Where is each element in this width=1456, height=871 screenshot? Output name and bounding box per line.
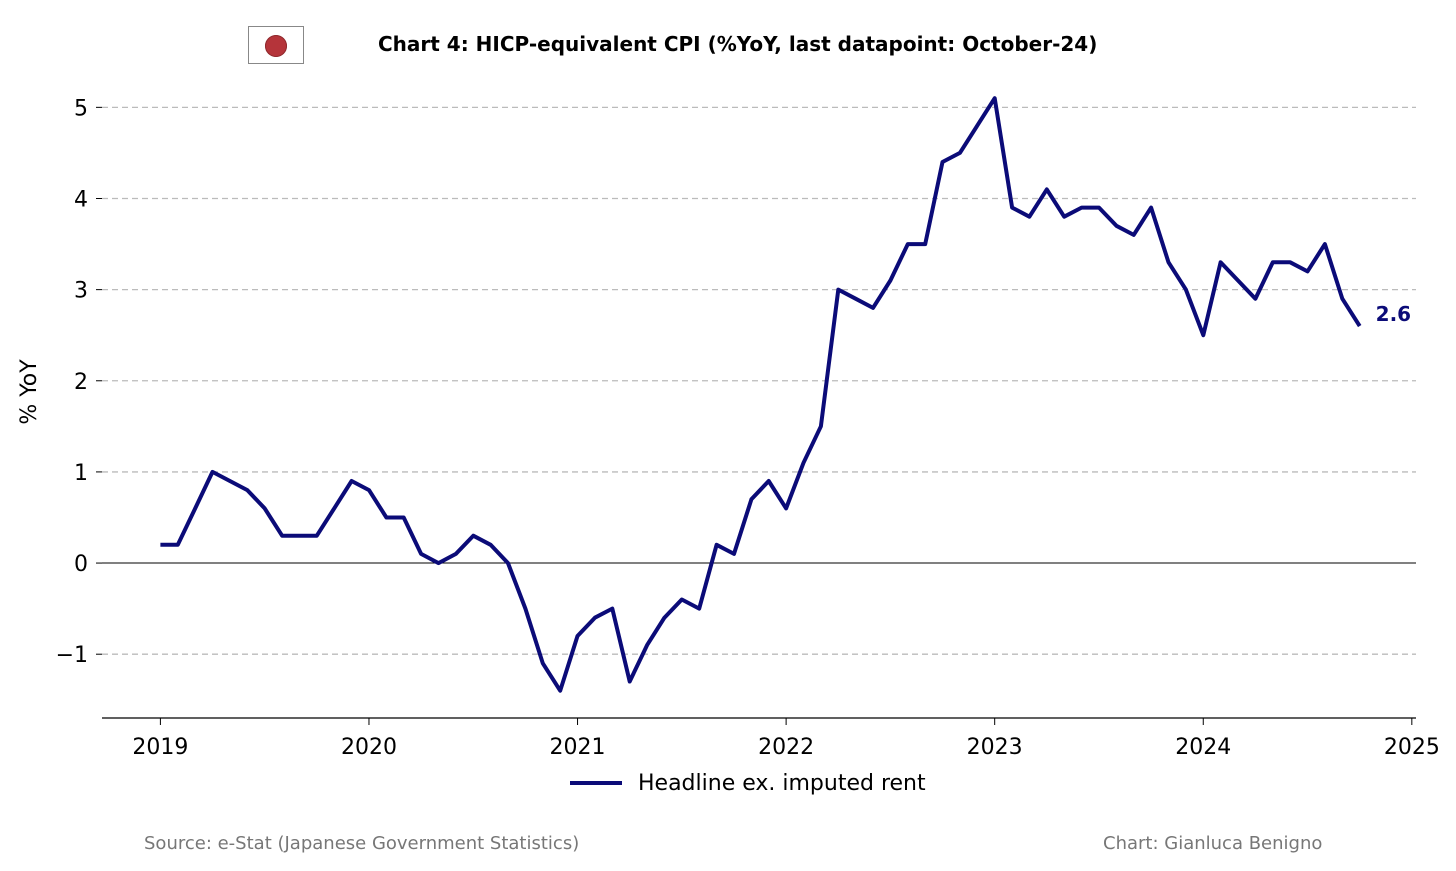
legend-label: Headline ex. imputed rent: [638, 770, 926, 796]
chart-title: Chart 4: HICP-equivalent CPI (%YoY, last…: [378, 32, 1098, 56]
chart-credit: Chart: Gianluca Benigno: [1103, 833, 1323, 854]
y-tick-label: 0: [74, 552, 88, 577]
flag-disc: [265, 35, 287, 57]
y-tick-label: 5: [74, 96, 88, 121]
grid-lines: [102, 106, 1416, 655]
x-tick-label: 2020: [341, 735, 397, 760]
x-tick-label: 2025: [1384, 735, 1440, 760]
x-tick-label: 2024: [1175, 735, 1231, 760]
legend-swatch: [570, 781, 622, 785]
series-line-headline-ex-imputed-rent: [160, 96, 1362, 693]
y-tick-label: 3: [74, 279, 88, 304]
x-tick-label: 2022: [758, 735, 814, 760]
series-layer: 2.6: [160, 96, 1411, 693]
y-axis-label: % YoY: [17, 359, 42, 425]
y-tick-label: 4: [74, 187, 88, 212]
y-tick-label: 2: [74, 370, 88, 395]
x-tick-label: 2019: [132, 735, 188, 760]
x-tick-label: 2023: [967, 735, 1023, 760]
x-tick-label: 2021: [550, 735, 606, 760]
legend: Headline ex. imputed rent: [570, 768, 926, 798]
source-note: Source: e-Stat (Japanese Government Stat…: [144, 833, 580, 854]
end-value-label: 2.6: [1376, 302, 1411, 326]
y-tick-label: −1: [56, 643, 88, 668]
japan-flag-icon: [248, 26, 304, 64]
axes: −1 0 1 2 3 4 5 2019 2020 2021 2022 2023 2024 2025: [56, 96, 1440, 760]
y-tick-label: 1: [74, 461, 88, 486]
